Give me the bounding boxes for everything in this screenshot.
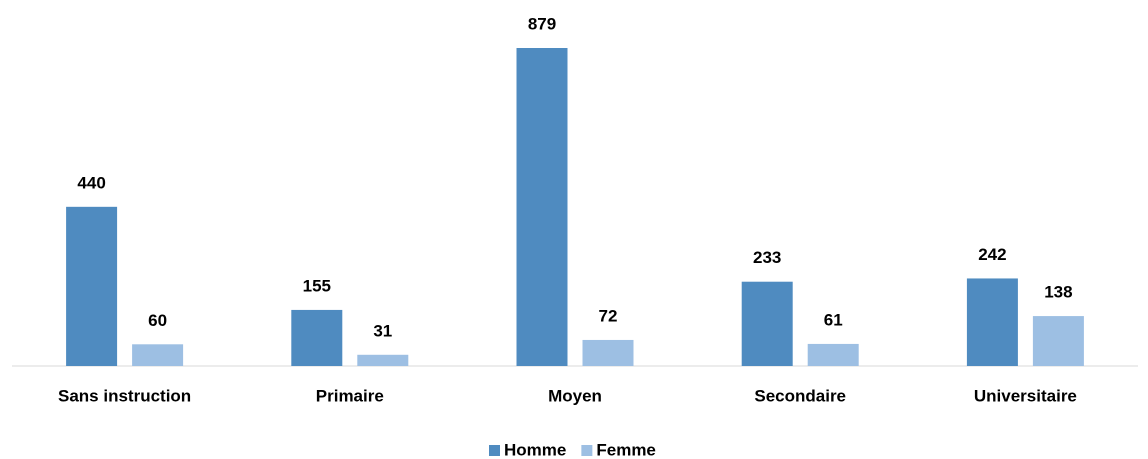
x-tick-label: Sans instruction bbox=[58, 386, 191, 405]
data-label: 440 bbox=[77, 173, 105, 192]
data-label: 72 bbox=[599, 306, 618, 325]
data-label: 138 bbox=[1044, 283, 1072, 302]
data-label: 61 bbox=[824, 310, 843, 329]
bar bbox=[132, 344, 184, 366]
bar bbox=[741, 281, 793, 366]
bar bbox=[1032, 316, 1084, 366]
legend-label: Homme bbox=[504, 440, 566, 459]
data-label: 233 bbox=[753, 248, 781, 267]
bar bbox=[807, 343, 859, 366]
x-tick-label: Primaire bbox=[316, 386, 384, 405]
bar bbox=[516, 48, 568, 366]
legend-swatch bbox=[581, 445, 593, 456]
bar bbox=[66, 206, 118, 366]
bar bbox=[966, 278, 1018, 366]
x-tick-label: Moyen bbox=[548, 386, 602, 405]
x-tick-label: Universitaire bbox=[974, 386, 1077, 405]
data-label: 242 bbox=[978, 245, 1006, 264]
data-label: 60 bbox=[148, 311, 167, 330]
legend-swatch bbox=[489, 445, 500, 456]
legend-label: Femme bbox=[596, 440, 656, 459]
data-label: 879 bbox=[528, 14, 556, 33]
bar bbox=[291, 309, 343, 366]
data-label: 155 bbox=[303, 276, 331, 295]
bar bbox=[582, 339, 634, 366]
data-label: 31 bbox=[373, 321, 392, 340]
x-tick-label: Secondaire bbox=[754, 386, 846, 405]
bar bbox=[357, 354, 409, 366]
